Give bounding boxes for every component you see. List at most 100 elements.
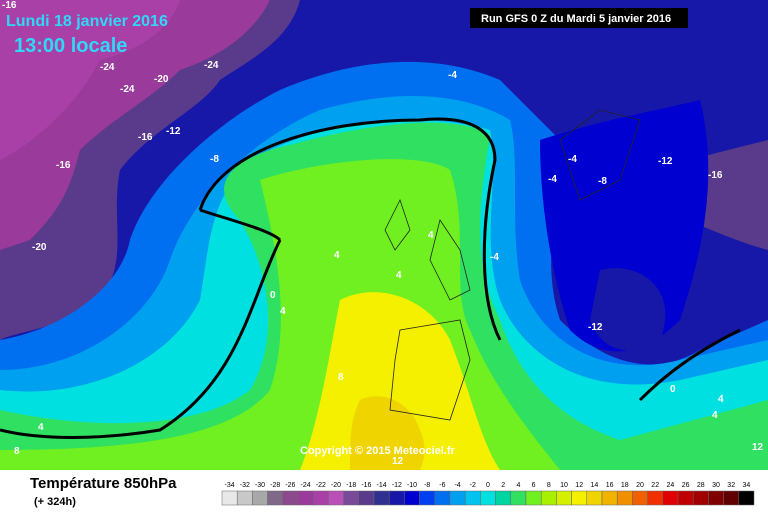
legend-swatch: [221, 490, 238, 506]
contour-label: 4: [334, 250, 340, 261]
legend-value: -28: [270, 482, 280, 489]
contour-label: 4: [38, 422, 44, 433]
contour-label: -20: [32, 242, 47, 253]
legend-value: 18: [621, 482, 629, 489]
legend-value: -32: [240, 482, 250, 489]
contour-label: -4: [448, 70, 457, 81]
legend-swatch: [571, 490, 588, 506]
legend-swatch: [510, 490, 527, 506]
contour-label: 0: [270, 290, 276, 301]
legend-value: -24: [301, 482, 311, 489]
legend-value: 30: [712, 482, 720, 489]
legend-swatch: [556, 490, 572, 506]
legend-swatch: [358, 490, 375, 506]
legend-swatch: [297, 490, 314, 506]
contour-label: -16: [138, 132, 153, 143]
legend-value: 0: [486, 482, 490, 489]
legend-swatch: [692, 490, 709, 506]
contour-label: 12: [392, 456, 404, 467]
contour-label: 4: [396, 270, 402, 281]
legend-value: -10: [407, 482, 417, 489]
contour-label: -20: [154, 74, 169, 85]
legend-value: -8: [424, 482, 430, 489]
legend-swatch: [464, 490, 481, 506]
legend-swatch: [328, 490, 344, 506]
legend-value: 34: [743, 482, 751, 489]
legend-value: 12: [575, 482, 583, 489]
contour-label: 4: [280, 306, 286, 317]
legend-swatch: [449, 490, 466, 506]
copyright: Copyright © 2015 Meteociel.fr: [300, 445, 456, 457]
legend-value: -16: [361, 482, 371, 489]
legend-swatch: [252, 490, 268, 506]
contour-label: 8: [14, 446, 20, 457]
legend-swatch: [647, 490, 664, 506]
legend-swatch: [312, 490, 329, 506]
legend-swatch: [738, 490, 755, 506]
legend-value: -4: [454, 482, 460, 489]
legend-value: 2: [501, 482, 505, 489]
legend-value: -22: [316, 482, 326, 489]
contour-label: -8: [598, 176, 607, 187]
legend-swatch: [434, 490, 451, 506]
legend-swatch: [419, 490, 436, 506]
contour-label: -16: [2, 0, 17, 11]
contour-label: 12: [752, 442, 764, 453]
legend-value: 10: [560, 482, 568, 489]
legend-value: -18: [346, 482, 356, 489]
legend-swatch: [267, 490, 284, 506]
contour-label: 0: [670, 384, 676, 395]
legend-value: 26: [682, 482, 690, 489]
contour-label: 4: [718, 394, 724, 405]
legend-swatch: [708, 490, 724, 506]
footer-title: Température 850hPa: [30, 475, 177, 492]
legend-swatch: [723, 490, 740, 506]
contour-label: -12: [166, 126, 181, 137]
legend-value: 16: [606, 482, 614, 489]
legend-value: 24: [667, 482, 675, 489]
legend-value: 28: [697, 482, 705, 489]
legend-value: 22: [651, 482, 659, 489]
legend-swatch: [495, 490, 512, 506]
legend-swatch: [662, 490, 679, 506]
contour-label: 4: [712, 410, 718, 421]
contour-label: -24: [100, 62, 115, 73]
legend-value: -20: [331, 482, 341, 489]
legend-swatch: [282, 490, 299, 506]
legend-swatch: [632, 490, 648, 506]
legend-value: -14: [377, 482, 387, 489]
footer-lead: (+ 324h): [34, 496, 76, 508]
run-box: [470, 8, 688, 28]
legend-value: -6: [439, 482, 445, 489]
map: [0, 0, 768, 471]
legend-value: 4: [516, 482, 520, 489]
contour-label: -12: [588, 322, 603, 333]
legend-swatch: [480, 490, 496, 506]
legend-value: -12: [392, 482, 402, 489]
legend-swatch: [540, 490, 557, 506]
legend-value: 32: [727, 482, 735, 489]
contour-label: -16: [56, 160, 71, 171]
contour-label: -24: [204, 60, 219, 71]
legend-value: 14: [591, 482, 599, 489]
legend-swatch: [388, 490, 405, 506]
run: Run GFS 0 Z du Mardi 5 janvier 2016: [481, 13, 671, 25]
legend-swatch: [404, 490, 420, 506]
legend-swatch: [616, 490, 633, 506]
legend-swatch: [586, 490, 603, 506]
contour-labels: -16 -24 -24 -20 -24 -16 -12 -16 -8 -20 -4 -4 -4 -8 -12…: [2, 0, 764, 467]
contour-label: -4: [568, 154, 577, 165]
contour-label: 4: [428, 230, 434, 241]
legend: -34 -32 -30 -28 -26 -24 -22 -20 -18 -16 -14 -12 -10-…: [221, 482, 755, 506]
contour-label: -4: [490, 252, 499, 263]
legend-swatch: [677, 490, 694, 506]
contour-label: 8: [338, 372, 344, 383]
contour-label: -8: [210, 154, 219, 165]
contour-label: -24: [120, 84, 135, 95]
contour-label: -12: [658, 156, 673, 167]
legend-value: 6: [532, 482, 536, 489]
legend-swatch: [601, 490, 618, 506]
time: 13:00 locale: [14, 35, 127, 57]
